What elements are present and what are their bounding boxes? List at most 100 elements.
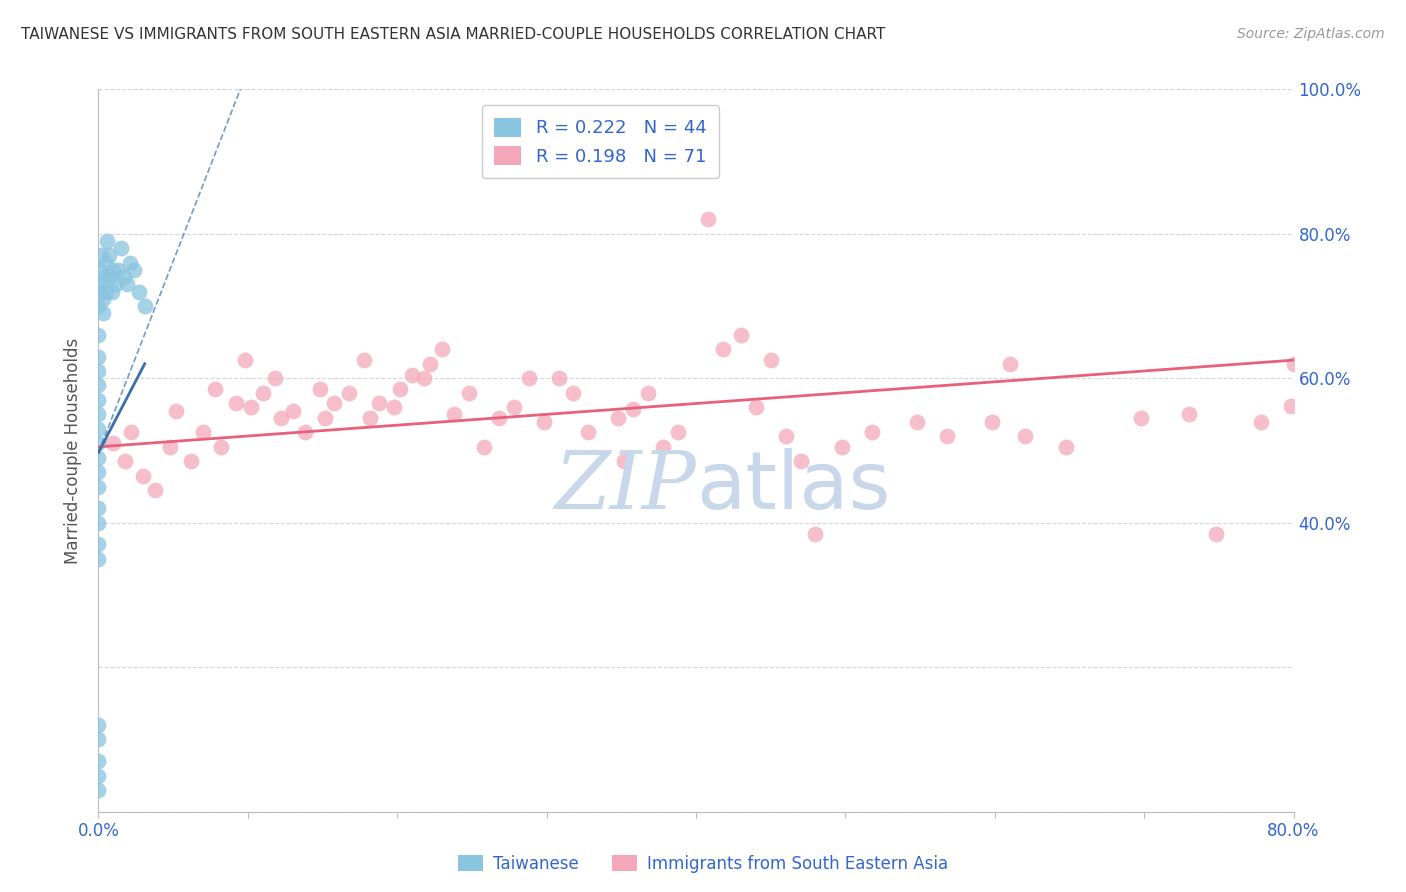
Point	[263, 371, 285, 385]
Point	[759, 353, 782, 368]
Point	[112, 270, 135, 285]
Point	[666, 425, 689, 440]
Point	[134, 299, 156, 313]
Point	[413, 371, 436, 385]
Legend: R = 0.222   N = 44, R = 0.198   N = 71: R = 0.222 N = 44, R = 0.198 N = 71	[482, 105, 718, 178]
Point	[831, 440, 853, 454]
Point	[637, 385, 659, 400]
Point	[1056, 440, 1078, 454]
Point	[87, 450, 110, 465]
Point	[115, 277, 138, 292]
Point	[730, 327, 752, 342]
Point	[562, 385, 585, 400]
Point	[114, 454, 136, 468]
Point	[1130, 411, 1153, 425]
Point	[191, 425, 214, 440]
Point	[1279, 399, 1302, 413]
Point	[87, 364, 110, 378]
Point	[233, 353, 256, 368]
Point	[87, 436, 110, 450]
Point	[89, 285, 111, 299]
Point	[1250, 415, 1272, 429]
Point	[401, 368, 423, 382]
Point	[613, 454, 636, 468]
Point	[132, 468, 155, 483]
Point	[936, 429, 959, 443]
Point	[998, 357, 1021, 371]
Point	[87, 769, 110, 783]
Point	[517, 371, 540, 385]
Point	[94, 255, 117, 269]
Point	[339, 385, 361, 400]
Point	[789, 454, 811, 468]
Point	[1014, 429, 1036, 443]
Point	[96, 234, 118, 248]
Point	[443, 407, 465, 421]
Point	[87, 378, 110, 392]
Point	[124, 262, 146, 277]
Point	[107, 262, 129, 277]
Point	[1205, 526, 1227, 541]
Point	[97, 248, 120, 262]
Text: Source: ZipAtlas.com: Source: ZipAtlas.com	[1237, 27, 1385, 41]
Point	[103, 262, 125, 277]
Point	[91, 306, 114, 320]
Point	[143, 483, 166, 498]
Point	[87, 407, 110, 421]
Point	[94, 285, 117, 299]
Legend: Taiwanese, Immigrants from South Eastern Asia: Taiwanese, Immigrants from South Eastern…	[451, 848, 955, 880]
Point	[389, 382, 412, 396]
Point	[382, 400, 405, 414]
Point	[87, 480, 110, 494]
Point	[860, 425, 883, 440]
Point	[204, 382, 226, 396]
Point	[120, 425, 142, 440]
Point	[1178, 407, 1201, 421]
Point	[472, 440, 495, 454]
Point	[1282, 357, 1305, 371]
Point	[502, 400, 524, 414]
Point	[281, 403, 304, 417]
Point	[87, 392, 110, 407]
Text: TAIWANESE VS IMMIGRANTS FROM SOUTH EASTERN ASIA MARRIED-COUPLE HOUSEHOLDS CORREL: TAIWANESE VS IMMIGRANTS FROM SOUTH EASTE…	[21, 27, 886, 42]
Point	[905, 415, 928, 429]
Point	[128, 285, 150, 299]
Point	[621, 401, 644, 416]
Point	[87, 754, 110, 768]
Point	[682, 151, 704, 165]
Point	[578, 425, 600, 440]
Point	[87, 501, 110, 516]
Point	[225, 396, 247, 410]
Y-axis label: Married-couple Households: Married-couple Households	[65, 337, 83, 564]
Point	[270, 411, 292, 425]
Point	[488, 411, 510, 425]
Point	[118, 255, 141, 269]
Point	[430, 343, 453, 357]
Point	[180, 454, 202, 468]
Point	[804, 526, 827, 541]
Point	[209, 440, 232, 454]
Point	[711, 343, 734, 357]
Point	[607, 411, 630, 425]
Point	[294, 425, 316, 440]
Point	[252, 385, 274, 400]
Point	[547, 371, 569, 385]
Point	[359, 411, 381, 425]
Point	[87, 327, 110, 342]
Point	[353, 353, 375, 368]
Point	[87, 783, 110, 797]
Point	[323, 396, 346, 410]
Point	[98, 270, 122, 285]
Point	[93, 270, 115, 285]
Point	[91, 292, 114, 306]
Point	[239, 400, 262, 414]
Text: ZIP: ZIP	[554, 448, 696, 525]
Point	[745, 400, 768, 414]
Point	[87, 350, 110, 364]
Point	[105, 277, 128, 292]
Point	[110, 241, 132, 255]
Point	[87, 516, 110, 530]
Point	[165, 403, 187, 417]
Point	[652, 440, 675, 454]
Point	[315, 411, 337, 425]
